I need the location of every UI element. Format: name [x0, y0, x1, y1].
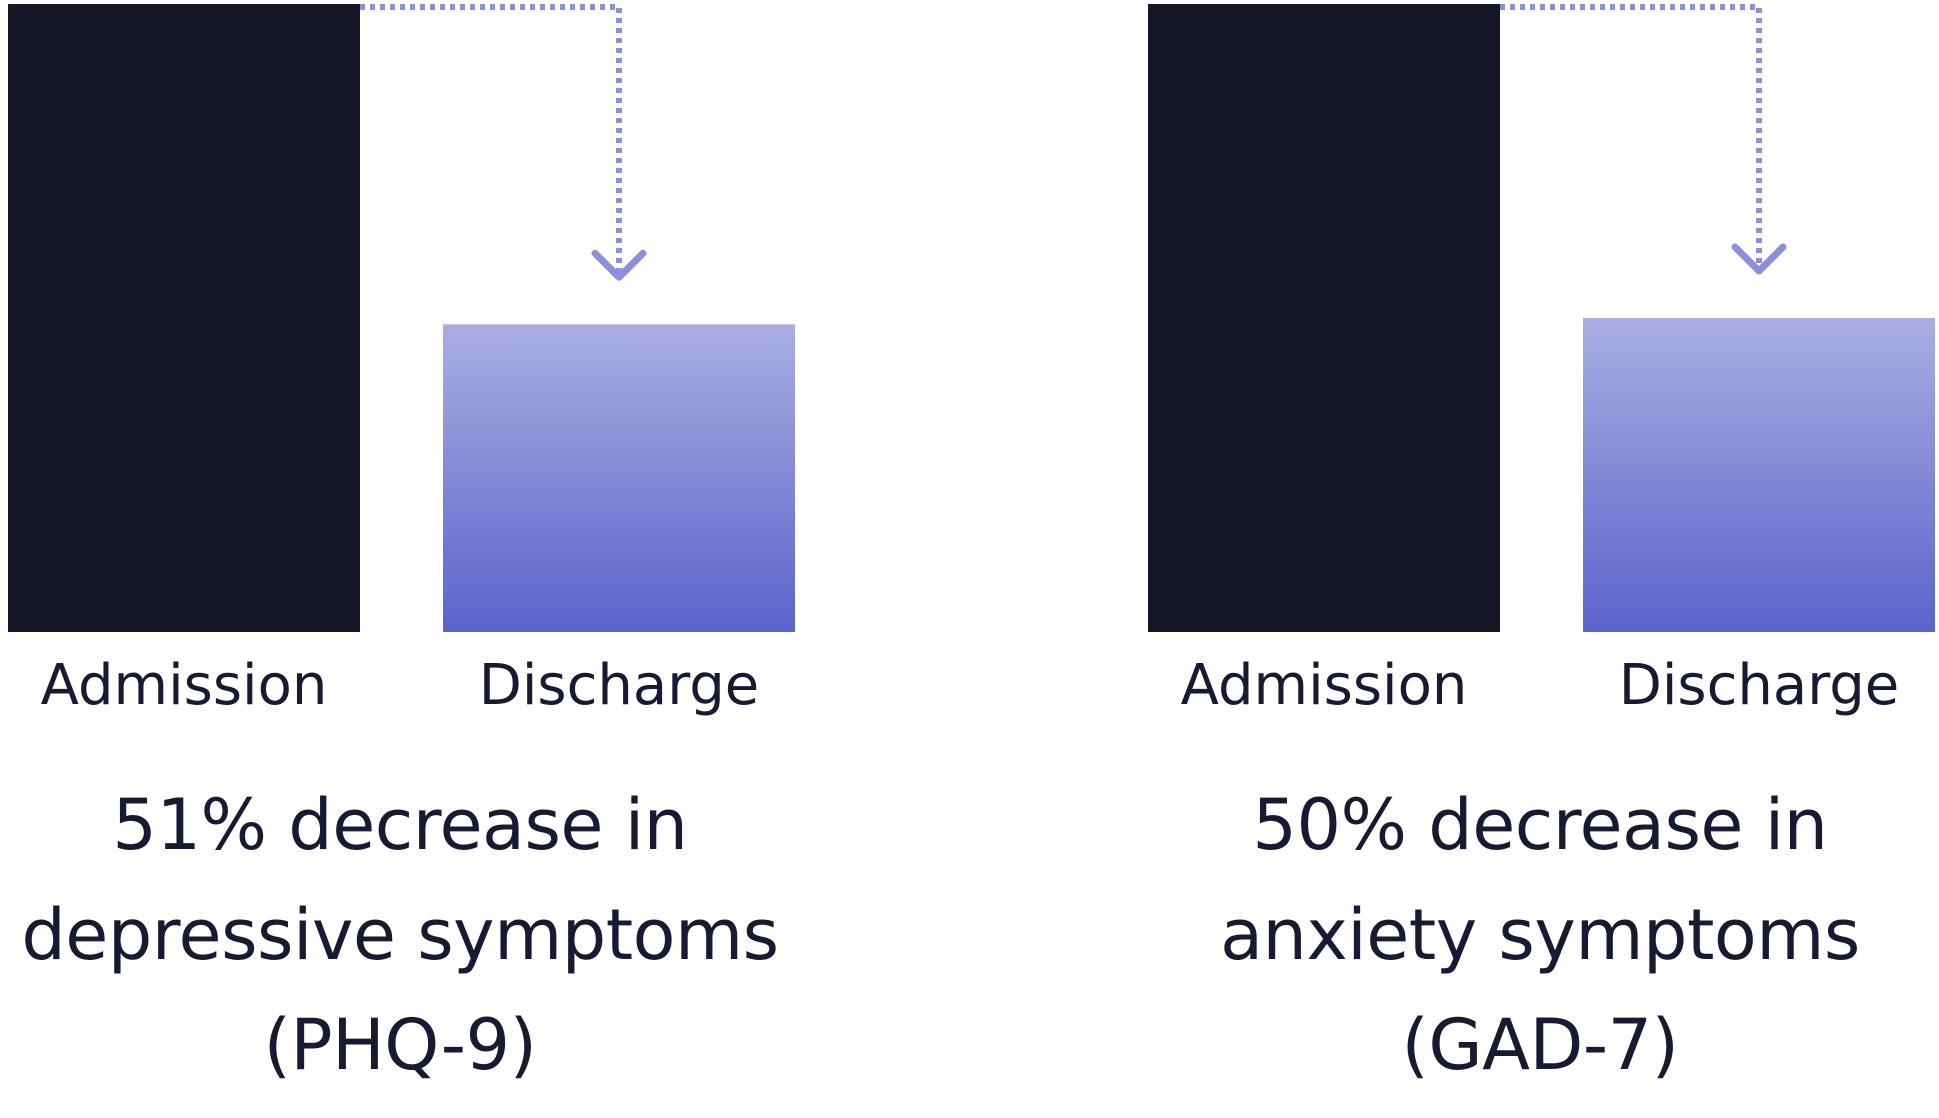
caption-line-3: (PHQ-9)	[263, 1004, 537, 1086]
x-tick-label: Discharge	[1619, 653, 1900, 718]
decrease-arrow-head	[1731, 243, 1787, 275]
bar-chart-gad7: Admission Discharge	[1148, 4, 1935, 718]
decrease-arrow-line	[1500, 4, 1762, 271]
x-tick-label: Discharge	[479, 653, 760, 718]
bar-admission	[1148, 4, 1500, 632]
caption-line-1: 51% decrease in	[112, 784, 688, 866]
chart-panel-gad7: Admission Discharge 50% decrease in anxie…	[1140, 0, 1939, 1118]
decrease-arrow-line	[360, 4, 622, 278]
bar-admission	[8, 4, 360, 632]
caption-line-2: anxiety symptoms	[1220, 894, 1860, 976]
bar-discharge	[443, 324, 795, 632]
bar-chart-phq9: Admission Discharge	[8, 4, 795, 718]
chart-caption: 50% decrease in anxiety symptoms (GAD-7)	[1140, 770, 1939, 1100]
caption-line-3: (GAD-7)	[1401, 1004, 1679, 1086]
decrease-arrow-head	[591, 249, 647, 281]
chart-caption: 51% decrease in depressive symptoms (PHQ…	[0, 770, 800, 1100]
caption-line-1: 50% decrease in	[1252, 784, 1828, 866]
x-tick-label: Admission	[1181, 653, 1468, 718]
x-tick-label: Admission	[41, 653, 328, 718]
bar-discharge	[1583, 318, 1935, 632]
caption-line-2: depressive symptoms	[21, 894, 779, 976]
chart-panel-phq9: Admission Discharge 51% decrease in depre…	[0, 0, 800, 1118]
